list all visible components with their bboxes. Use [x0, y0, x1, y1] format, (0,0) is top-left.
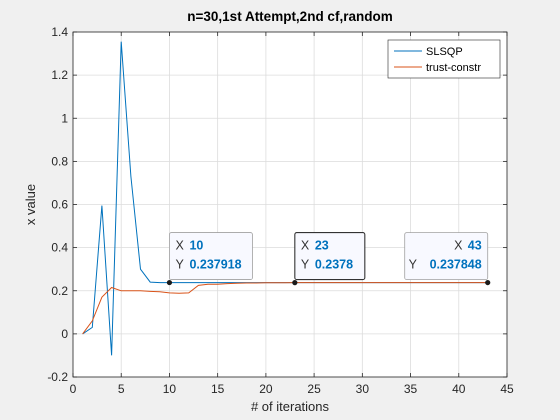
x-tick-label: 30 [356, 382, 370, 396]
chart-title: n=30,1st Attempt,2nd cf,random [187, 9, 392, 24]
x-tick-label: 10 [163, 382, 177, 396]
x-tick-label: 5 [118, 382, 125, 396]
datatip[interactable]: X 23 Y 0.2378 [292, 232, 366, 286]
x-tick-label: 25 [307, 382, 321, 396]
x-tick-label: 45 [500, 382, 514, 396]
datatip-box [169, 232, 253, 280]
legend[interactable]: SLSQP trust-constr [387, 39, 501, 79]
datatip-key: Y [175, 258, 184, 272]
legend-box [387, 39, 501, 79]
datatips-layer: X 10 Y 0.237918 X 23 Y 0.2378 43 X 0.237848 Y [166, 232, 491, 286]
datatip-box [294, 232, 366, 281]
legend-label: trust-constr [426, 62, 481, 74]
datatip-key: X [301, 239, 310, 253]
datatip-value: 0.2378 [315, 258, 353, 272]
y-tick-label: 0.4 [51, 241, 68, 255]
x-axis-label: # of iterations [251, 399, 330, 414]
datatip-key: Y [409, 258, 418, 272]
datatip-marker[interactable] [166, 279, 173, 286]
y-tick-label: 1 [61, 111, 68, 125]
x-tick-label: 20 [259, 382, 273, 396]
datatip-key: X [454, 239, 463, 253]
datatip-value: 43 [468, 239, 482, 253]
datatip-value: 0.237848 [430, 258, 482, 272]
x-tick-label: 35 [404, 382, 418, 396]
y-tick-label: 1.4 [51, 25, 68, 39]
x-tick-label: 0 [70, 382, 77, 396]
datatip-marker[interactable] [292, 279, 298, 286]
legend-label: SLSQP [426, 46, 463, 58]
datatip[interactable]: 43 X 0.237848 Y [404, 232, 491, 286]
y-tick-label: 0.8 [51, 154, 68, 168]
datatip-value: 0.237918 [189, 258, 241, 272]
datatip-box [404, 232, 489, 280]
datatip-value: 10 [189, 239, 203, 253]
series-layer [82, 41, 488, 356]
x-tick-label: 15 [211, 382, 225, 396]
series-line-trust-constr[interactable] [82, 282, 488, 335]
datatip-value: 23 [315, 239, 329, 253]
y-tick-label: 1.2 [51, 68, 68, 82]
datatip[interactable]: X 10 Y 0.237918 [166, 232, 253, 286]
y-tick-label: 0 [61, 327, 68, 341]
datatip-key: Y [301, 258, 310, 272]
y-tick-label: 0.2 [51, 284, 68, 298]
datatip-marker[interactable] [485, 279, 491, 286]
y-axis-label: x value [23, 184, 38, 225]
y-tick-label: -0.2 [47, 370, 68, 384]
y-tick-label: 0.6 [51, 198, 68, 212]
axis-ticks: 0 5 10 15 20 25 30 35 40 45-0.200.20.40.60.811.21… [47, 25, 514, 396]
x-tick-label: 40 [452, 382, 466, 396]
datatip-key: X [175, 239, 184, 253]
